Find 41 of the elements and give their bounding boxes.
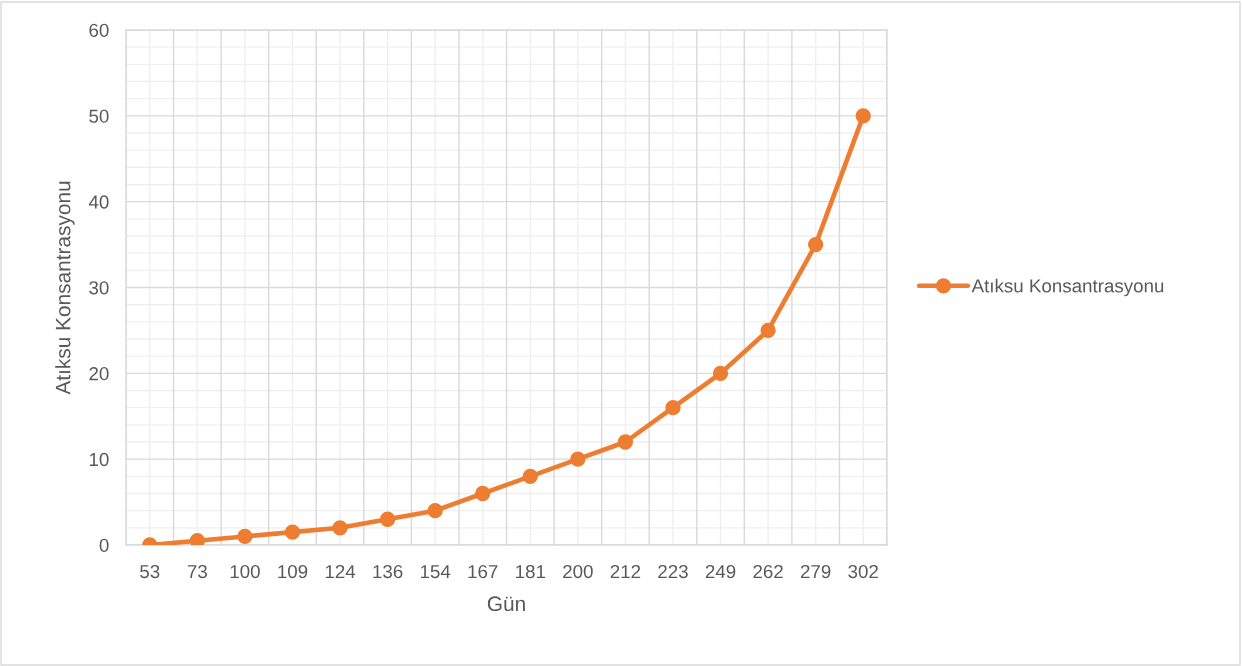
point (522, 468, 538, 484)
point (284, 524, 301, 540)
x-tick-label: 212 (610, 564, 641, 579)
y-tick-label: 50 (89, 109, 109, 123)
x-tick-label: 200 (563, 564, 593, 579)
point (808, 236, 824, 253)
y-tick-label: 40 (88, 195, 109, 209)
y-tick-label: 30 (89, 281, 109, 295)
point (475, 485, 491, 502)
x-tick-label: 53 (140, 564, 160, 579)
y-tick-label: 10 (89, 452, 109, 467)
point (189, 533, 205, 545)
y-tick-label: 60 (89, 23, 109, 37)
point (332, 520, 348, 536)
point (427, 503, 443, 519)
point (237, 528, 253, 545)
point (712, 365, 729, 381)
x-axis-title: Gün (487, 596, 525, 612)
y-tick-label: 20 (89, 367, 109, 381)
x-tick-label: 223 (658, 564, 688, 579)
x-tick-label: 262 (753, 564, 783, 579)
x-tick-label: 124 (325, 564, 356, 579)
point (760, 322, 776, 339)
point (570, 451, 586, 467)
point (665, 400, 681, 416)
x-tick-label: 249 (705, 564, 736, 579)
x-tick-label: 167 (468, 564, 498, 579)
x-tick-label: 73 (187, 564, 207, 579)
x-tick-label: 109 (278, 564, 308, 579)
point (379, 511, 396, 527)
x-tick-label: 100 (230, 564, 260, 579)
x-tick-label: 181 (516, 564, 546, 579)
y-tick-label: 0 (99, 538, 109, 552)
point (855, 108, 871, 124)
legend-label: Atıksu Konsantrasyonu (971, 278, 1164, 297)
x-tick-label: 154 (420, 565, 451, 579)
point (617, 434, 634, 450)
x-tick-label: 136 (373, 564, 403, 579)
y-axis-title: Atıksu Konsantrasyonu (55, 181, 75, 395)
x-tick-label: 279 (800, 564, 831, 579)
x-tick-label: 302 (848, 564, 878, 579)
